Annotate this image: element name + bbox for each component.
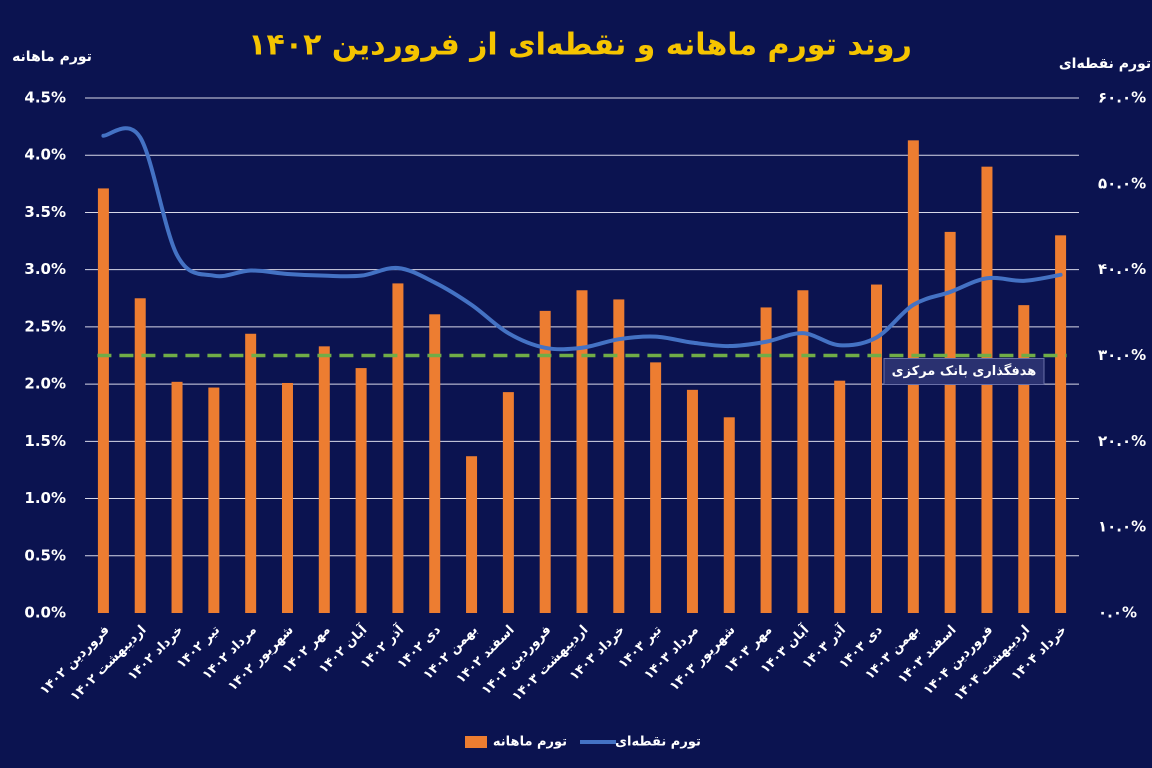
y2-tick-label: ۵۰.۰% [1098, 174, 1146, 192]
bar [392, 283, 404, 613]
legend-label: تورم نقطه‌ای [615, 735, 701, 750]
y-tick-label: 3.5% [24, 203, 66, 221]
bar [1055, 235, 1067, 614]
y2-tick-label: ۶۰.۰% [1098, 89, 1146, 107]
bar [1018, 305, 1030, 613]
bar [723, 417, 735, 613]
line [101, 126, 1063, 352]
y-axis-title: تورم ماهانه [12, 49, 92, 65]
bar [834, 380, 846, 613]
y-tick-label: 3.0% [24, 260, 66, 278]
y2-axis-title: تورم نقطه‌ای [1059, 56, 1151, 72]
bar [245, 333, 257, 613]
target-label: هدفگذاری بانک مرکزی [892, 363, 1037, 379]
chart-title: روند تورم ماهانه و نقطه‌ای از فروردین ۱۴… [248, 28, 912, 63]
y2-tick-label: ۳۰.۰% [1098, 346, 1146, 364]
legend-swatch [465, 736, 487, 748]
y-tick-label: 2.5% [24, 317, 66, 335]
bar [171, 381, 183, 613]
bar [576, 290, 588, 613]
bar [134, 298, 146, 613]
bar [650, 362, 662, 613]
y2-tick-label: ۲۰.۰% [1098, 432, 1146, 450]
bar [613, 299, 625, 613]
bar [686, 389, 698, 613]
y-tick-label: 4.5% [24, 89, 66, 107]
y-tick-label: 0.5% [24, 546, 66, 564]
bar [318, 346, 330, 613]
bar [797, 290, 809, 613]
legend-label: تورم ماهانه [493, 735, 567, 750]
bar [539, 310, 551, 613]
bar [871, 284, 883, 613]
bar [355, 368, 367, 613]
bar [466, 456, 478, 613]
bar [208, 387, 220, 613]
bar [502, 392, 514, 613]
target-label-box [883, 358, 1045, 385]
bar [981, 166, 993, 613]
y-tick-label: 1.0% [24, 489, 66, 507]
bar [944, 231, 956, 613]
y-tick-label: 1.5% [24, 432, 66, 450]
y-tick-label: 4.0% [24, 146, 66, 164]
bar [429, 314, 441, 613]
y2-tick-label: ۱۰.۰% [1098, 518, 1146, 536]
bar [760, 307, 772, 613]
y-tick-label: 2.0% [24, 375, 66, 393]
y2-tick-label: ۰.۰% [1098, 604, 1137, 622]
bar [281, 382, 293, 613]
bar [97, 188, 109, 613]
y-tick-label: 0.0% [24, 604, 66, 622]
y2-tick-label: ۴۰.۰% [1098, 260, 1146, 278]
